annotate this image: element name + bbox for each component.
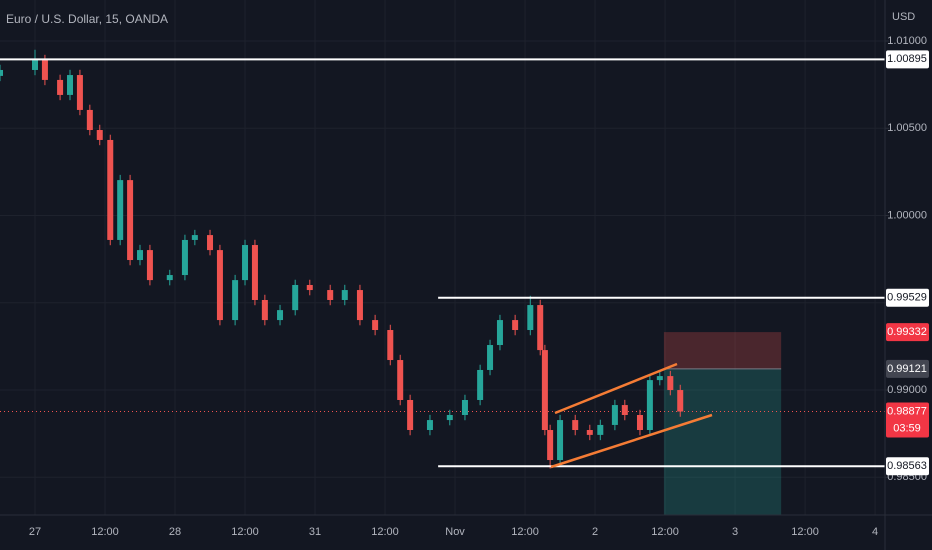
x-tick-label: 27 <box>29 526 41 538</box>
candle-body <box>41 60 48 80</box>
candle-body <box>487 345 494 370</box>
x-tick-label: 2 <box>592 526 598 538</box>
candle-body <box>96 130 103 140</box>
candle-body <box>341 290 348 300</box>
stop-label: 0.99332 <box>887 326 927 338</box>
candle-body <box>57 79 64 95</box>
candle-body <box>667 376 674 391</box>
candle-body <box>646 380 653 431</box>
y-tick-label: 1.01000 <box>887 35 927 47</box>
chart-title: Euro / U.S. Dollar, 15, OANDA <box>6 12 168 26</box>
x-tick-label: 4 <box>872 526 878 538</box>
candle-body <box>461 399 468 416</box>
y-tick-label: 0.99000 <box>887 384 927 396</box>
y-tick-label: 1.00500 <box>887 122 927 134</box>
candle-body <box>32 60 39 70</box>
candle-body <box>76 75 83 110</box>
last-price-label: 0.98877 <box>887 405 927 417</box>
stop-label-box <box>886 323 929 342</box>
x-tick-label: Nov <box>445 526 465 538</box>
candle-body <box>356 290 363 321</box>
candle-body <box>207 235 214 251</box>
level-label: 0.98563 <box>887 460 927 472</box>
candle-body <box>86 109 93 131</box>
candle-body <box>572 420 579 431</box>
candle-body <box>541 350 548 431</box>
candle-body <box>191 235 198 240</box>
entry-label-box <box>886 359 929 378</box>
candle-body <box>67 75 74 95</box>
candle-body <box>557 420 564 461</box>
candle-body <box>261 299 268 321</box>
candle-body <box>407 399 414 431</box>
x-tick-label: 12:00 <box>651 526 679 538</box>
candle-body <box>636 415 643 431</box>
grid <box>0 0 885 515</box>
level-label-box <box>886 457 929 476</box>
currency: USD <box>892 11 915 23</box>
candle-body <box>512 320 519 331</box>
stop-zone <box>663 332 782 369</box>
candle-body <box>387 330 394 361</box>
candle-body <box>496 320 503 346</box>
candles <box>0 49 684 469</box>
x-tick-label: 12:00 <box>371 526 399 538</box>
candle-body <box>251 245 258 300</box>
candle-body <box>166 275 173 281</box>
candle-body <box>446 415 453 421</box>
candle-body <box>426 420 433 431</box>
candle-body <box>127 180 134 261</box>
candle-body <box>146 250 153 281</box>
candle-body <box>306 284 313 291</box>
x-tick-label: 12:00 <box>91 526 119 538</box>
level-label: 0.99529 <box>887 292 927 304</box>
x-tick-label: 31 <box>309 526 321 538</box>
candle-body <box>242 245 249 281</box>
channel-lower <box>550 413 713 469</box>
candle-body <box>677 390 684 412</box>
x-tick-label: 12:00 <box>791 526 819 538</box>
candle-body <box>656 376 663 381</box>
candle-body <box>216 250 223 321</box>
candle-body <box>397 360 404 400</box>
x-tick-label: 3 <box>732 526 738 538</box>
candle-body <box>597 424 604 435</box>
x-tick-label: 12:00 <box>231 526 259 538</box>
candle-body <box>547 430 554 461</box>
candle-body <box>232 280 239 321</box>
candle-body <box>181 239 188 276</box>
target-zone <box>663 368 782 515</box>
x-tick-label: 12:00 <box>511 526 539 538</box>
channel-upper <box>554 362 678 415</box>
level-label: 1.00895 <box>887 53 927 65</box>
candle-body <box>372 320 379 331</box>
countdown: 03:59 <box>893 422 921 434</box>
candle-body <box>527 305 534 331</box>
entry-label: 0.99121 <box>887 363 927 375</box>
levels <box>0 58 885 468</box>
axes: 27 12:00 28 12:00 31 12:00 Nov 12:00 2 12:00 3 12:0… <box>29 35 929 538</box>
candle-body <box>0 69 3 76</box>
candle-body <box>107 139 114 240</box>
candle-body <box>537 305 544 351</box>
last-price-box <box>886 402 929 438</box>
candle-body <box>137 250 144 261</box>
candle-body <box>117 180 124 240</box>
candle-body <box>621 405 628 416</box>
candle-body <box>327 290 334 300</box>
level-label-box <box>886 50 929 69</box>
candle-body <box>292 284 299 311</box>
level-label-box <box>886 288 929 307</box>
y-tick-label: 1.00000 <box>887 209 927 221</box>
candle-body <box>586 430 593 435</box>
candle-body <box>277 310 284 321</box>
candle-body <box>611 405 618 425</box>
x-tick-label: 28 <box>169 526 181 538</box>
position-tool <box>0 332 885 515</box>
candle-body <box>477 369 484 400</box>
